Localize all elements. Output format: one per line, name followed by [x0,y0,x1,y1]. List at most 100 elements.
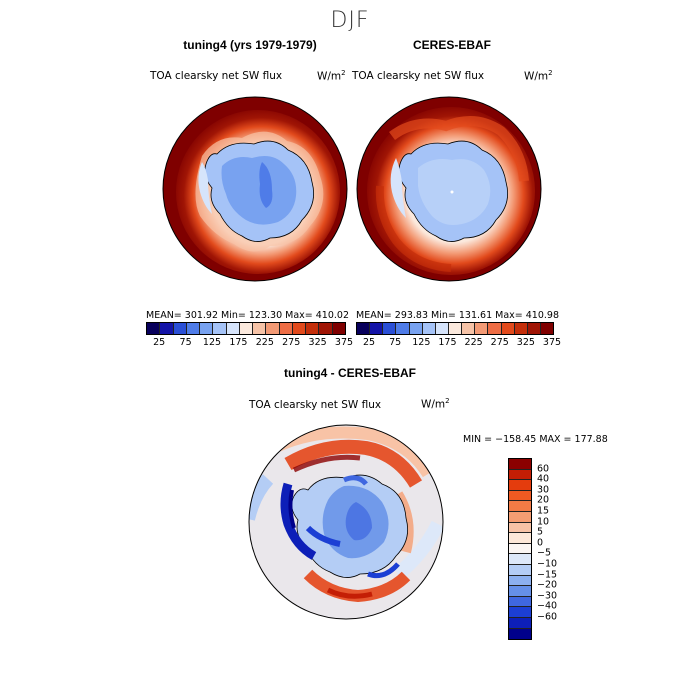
colorbar-swatch [332,323,345,334]
colorbar-swatch [509,596,531,608]
colorbar-swatch [448,323,463,334]
colorbar-swatch [409,323,423,334]
panel-1-colorbar-labels: 25 75 125 175 225 275 325 375 [146,337,353,349]
colorbar-tick-label: 175 [438,337,457,348]
colorbar-tick-label: 15 [537,505,550,517]
diff-panel-stats: MIN = −158.45 MAX = 177.88 [463,434,608,445]
colorbar-swatch [160,323,174,334]
colorbar-swatch [226,323,240,334]
colorbar-swatch [279,323,293,334]
colorbar-tick-label: 20 [537,494,550,506]
colorbar-swatch [383,323,397,334]
colorbar-tick-label: −30 [537,590,558,602]
colorbar-swatch [509,511,531,523]
diff-panel-variable: TOA clearsky net SW flux [249,399,382,411]
colorbar-tick-label: 60 [537,463,550,475]
colorbar-swatch [462,323,476,334]
colorbar-swatch [475,323,489,334]
colorbar-swatch [422,323,436,334]
colorbar-swatch [527,323,541,334]
colorbar-tick-label: 125 [202,337,222,348]
colorbar-tick-label: −5 [537,547,552,559]
colorbar-swatch [147,323,161,334]
colorbar-tick-label: 275 [490,337,509,348]
colorbar-tick-label: 75 [179,337,192,348]
diff-panel-colorbar [508,458,532,641]
colorbar-swatch [509,501,531,512]
colorbar-swatch [509,480,531,491]
season-title: DJF [330,8,370,33]
colorbar-tick-label: −20 [537,579,558,591]
diff-panel-colorbar-labels: 60 40 30 20 15 10 5 0 −5 −10 −15 −20 −30 −40 −60 [537,458,577,638]
colorbar-tick-label: −60 [537,611,558,623]
colorbar-swatch [509,554,531,565]
colorbar-tick-label: 175 [229,337,248,348]
colorbar-tick-label: 125 [412,337,431,348]
colorbar-swatch [509,617,531,629]
colorbar-tick-label: −15 [537,569,558,581]
colorbar-swatch [509,628,531,640]
colorbar-tick-label: 375 [334,337,354,348]
colorbar-swatch [509,522,531,534]
colorbar-swatch [200,323,214,334]
colorbar-swatch [514,323,528,334]
diff-panel-title: tuning4 - CERES-EBAF [284,366,416,380]
panel-1-unit: W/m2 [317,69,346,83]
colorbar-tick-label: 275 [282,337,301,348]
colorbar-swatch [370,323,384,334]
colorbar-swatch [509,543,531,555]
colorbar-swatch [357,323,371,334]
colorbar-swatch [186,323,201,334]
colorbar-swatch [213,323,227,334]
colorbar-tick-label: 30 [537,484,550,496]
colorbar-swatch [396,323,410,334]
colorbar-swatch [306,323,320,334]
colorbar-swatch [435,323,449,334]
colorbar-tick-label: 10 [537,516,550,528]
panel-2-colorbar [356,322,554,335]
colorbar-swatch [501,323,515,334]
colorbar-tick-label: 0 [537,537,544,549]
colorbar-tick-label: −10 [537,558,558,570]
panel-1-title: tuning4 (yrs 1979-1979) [183,38,317,52]
colorbar-swatch [253,323,267,334]
panel-1-variable: TOA clearsky net SW flux [150,70,283,82]
colorbar-tick-label: 40 [537,473,550,485]
colorbar-swatch [319,323,333,334]
colorbar-tick-label: 325 [308,337,327,348]
colorbar-tick-label: 375 [542,337,562,348]
colorbar-swatch [509,607,531,618]
colorbar-tick-label: 5 [537,526,544,538]
colorbar-swatch [509,533,531,544]
colorbar-tick-label: 325 [516,337,535,348]
colorbar-swatch [540,323,554,334]
panel-2-unit: W/m2 [524,69,553,83]
colorbar-swatch [509,469,531,481]
colorbar-swatch [488,323,502,334]
colorbar-swatch [173,323,187,334]
colorbar-swatch [509,459,531,470]
colorbar-swatch [509,490,531,502]
panel-2-stats: MEAN= 293.83 Min= 131.61 Max= 410.98 [356,310,560,321]
colorbar-swatch [509,564,531,576]
panel-1-colorbar [146,322,346,335]
panel-2-variable: TOA clearsky net SW flux [352,70,485,82]
colorbar-tick-label: 75 [389,337,402,348]
panel-2-polar-map [356,96,542,282]
colorbar-swatch [292,323,307,334]
diff-panel-polar-map [248,424,444,620]
panel-2-title: CERES-EBAF [412,38,491,52]
panel-2-colorbar-labels: 25 75 125 175 225 275 325 375 [356,337,561,349]
panel-1-stats: MEAN= 301.92 Min= 123.30 Max= 410.02 [146,310,350,321]
colorbar-tick-label: 225 [255,337,274,348]
colorbar-swatch [509,586,531,597]
colorbar-swatch [239,323,254,334]
colorbar-tick-label: 25 [153,337,166,348]
panel-1-polar-map [162,96,348,282]
diff-panel-unit: W/m2 [421,397,450,411]
colorbar-swatch [509,575,531,587]
colorbar-tick-label: 225 [464,337,483,348]
colorbar-tick-label: 25 [363,337,376,348]
colorbar-tick-label: −40 [537,600,558,612]
colorbar-swatch [266,323,280,334]
